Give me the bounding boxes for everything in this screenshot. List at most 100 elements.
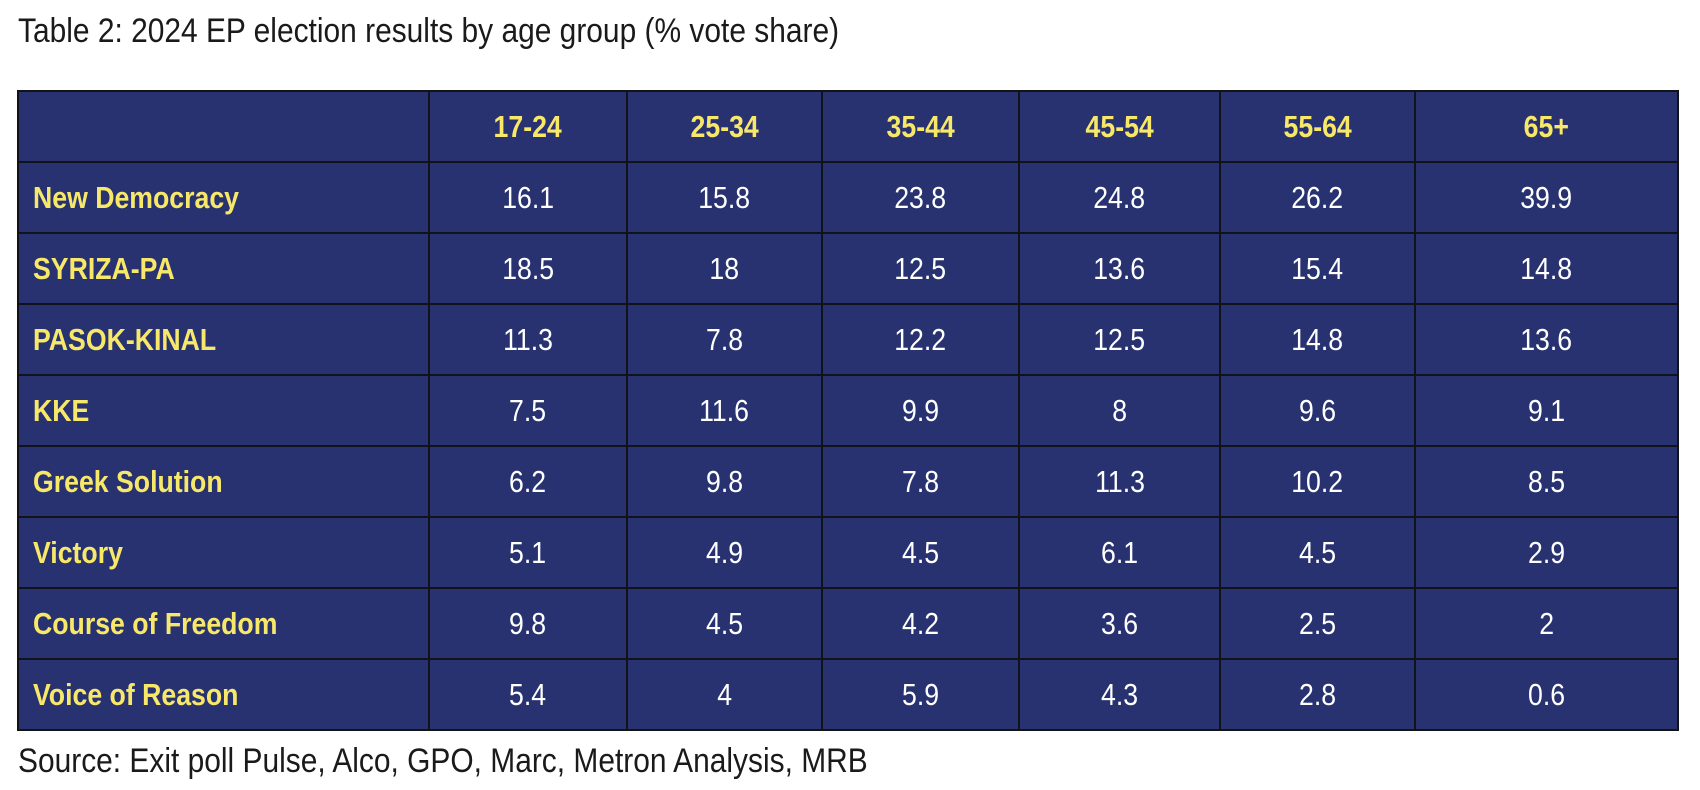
table-row: Course of Freedom 9.8 4.5 4.2 3.6 2.5 2 bbox=[16, 587, 1679, 660]
party-label: Course of Freedom bbox=[33, 605, 278, 641]
value-label: 10.2 bbox=[1291, 463, 1344, 499]
party-label: New Democracy bbox=[33, 179, 239, 215]
column-header: 35-44 bbox=[820, 90, 1021, 163]
party-label: KKE bbox=[33, 392, 90, 428]
value-cell: 2.8 bbox=[1218, 658, 1417, 731]
value-cell: 4.9 bbox=[625, 516, 823, 589]
value-cell: 9.8 bbox=[428, 587, 628, 660]
value-label: 9.1 bbox=[1528, 392, 1566, 428]
value-label: 11.3 bbox=[1094, 463, 1145, 499]
value-cell: 13.6 bbox=[1414, 303, 1679, 376]
value-cell: 6.2 bbox=[428, 445, 628, 518]
column-header-label: 55-64 bbox=[1283, 108, 1352, 144]
column-header: 25-34 bbox=[625, 90, 823, 163]
value-cell: 11.6 bbox=[625, 374, 823, 447]
value-label: 0.6 bbox=[1528, 676, 1566, 712]
value-cell: 15.8 bbox=[625, 161, 823, 234]
value-cell: 5.9 bbox=[820, 658, 1021, 731]
value-label: 18.5 bbox=[501, 250, 554, 286]
value-label: 12.5 bbox=[894, 250, 947, 286]
row-header: SYRIZA-PA bbox=[16, 232, 431, 305]
column-header-label: 17-24 bbox=[493, 108, 562, 144]
value-cell: 18 bbox=[625, 232, 823, 305]
value-label: 9.8 bbox=[705, 463, 743, 499]
value-cell: 8.5 bbox=[1414, 445, 1679, 518]
value-cell: 12.5 bbox=[820, 232, 1021, 305]
value-label: 4.5 bbox=[1298, 534, 1337, 570]
value-label: 8 bbox=[1112, 392, 1127, 428]
row-header: PASOK-KINAL bbox=[16, 303, 431, 376]
row-header: Voice of Reason bbox=[16, 658, 431, 731]
row-header: Course of Freedom bbox=[16, 587, 431, 660]
row-header: KKE bbox=[16, 374, 431, 447]
value-label: 9.9 bbox=[901, 392, 940, 428]
table-row: Greek Solution 6.2 9.8 7.8 11.3 10.2 8.5 bbox=[16, 445, 1679, 518]
column-header-label: 35-44 bbox=[886, 108, 955, 144]
value-cell: 9.1 bbox=[1414, 374, 1679, 447]
value-label: 18 bbox=[709, 250, 740, 286]
value-label: 4.3 bbox=[1101, 676, 1139, 712]
value-cell: 4.3 bbox=[1018, 658, 1221, 731]
value-cell: 4.2 bbox=[820, 587, 1021, 660]
value-cell: 26.2 bbox=[1218, 161, 1417, 234]
value-label: 5.1 bbox=[509, 534, 547, 570]
value-label: 26.2 bbox=[1291, 179, 1344, 215]
row-header: New Democracy bbox=[16, 161, 431, 234]
value-cell: 23.8 bbox=[820, 161, 1021, 234]
value-label: 13.6 bbox=[1520, 321, 1573, 357]
value-label: 7.8 bbox=[901, 463, 940, 499]
value-label: 14.8 bbox=[1520, 250, 1573, 286]
party-label: SYRIZA-PA bbox=[33, 250, 175, 286]
value-cell: 9.8 bbox=[625, 445, 823, 518]
value-label: 7.5 bbox=[509, 392, 547, 428]
value-cell: 7.8 bbox=[625, 303, 823, 376]
column-header-label: 45-54 bbox=[1085, 108, 1154, 144]
value-cell: 2 bbox=[1414, 587, 1679, 660]
table-row: Voice of Reason 5.4 4 5.9 4.3 2.8 0.6 bbox=[16, 658, 1679, 731]
column-header: 45-54 bbox=[1018, 90, 1221, 163]
value-label: 7.8 bbox=[705, 321, 743, 357]
value-label: 5.9 bbox=[901, 676, 940, 712]
header-row: 17-24 25-34 35-44 45-54 55-64 65+ bbox=[16, 90, 1679, 163]
column-header: 65+ bbox=[1414, 90, 1679, 163]
value-label: 4.5 bbox=[901, 534, 940, 570]
table-row: Victory 5.1 4.9 4.5 6.1 4.5 2.9 bbox=[16, 516, 1679, 589]
results-table: 17-24 25-34 35-44 45-54 55-64 65+ New De… bbox=[16, 90, 1679, 731]
header-corner-cell bbox=[16, 90, 431, 163]
value-label: 11.3 bbox=[502, 321, 553, 357]
value-label: 11.6 bbox=[699, 392, 750, 428]
value-label: 9.8 bbox=[509, 605, 547, 641]
value-cell: 5.4 bbox=[428, 658, 628, 731]
row-header: Victory bbox=[16, 516, 431, 589]
value-cell: 4.5 bbox=[625, 587, 823, 660]
value-cell: 24.8 bbox=[1018, 161, 1221, 234]
value-cell: 13.6 bbox=[1018, 232, 1221, 305]
value-label: 13.6 bbox=[1093, 250, 1146, 286]
value-label: 15.4 bbox=[1291, 250, 1344, 286]
value-cell: 6.1 bbox=[1018, 516, 1221, 589]
column-header: 55-64 bbox=[1218, 90, 1417, 163]
table-header: 17-24 25-34 35-44 45-54 55-64 65+ bbox=[16, 90, 1679, 163]
value-label: 2.8 bbox=[1298, 676, 1337, 712]
party-label: Voice of Reason bbox=[33, 676, 239, 712]
table-row: KKE 7.5 11.6 9.9 8 9.6 9.1 bbox=[16, 374, 1679, 447]
party-label: PASOK-KINAL bbox=[33, 321, 217, 357]
row-header: Greek Solution bbox=[16, 445, 431, 518]
value-label: 39.9 bbox=[1520, 179, 1573, 215]
value-cell: 14.8 bbox=[1218, 303, 1417, 376]
value-cell: 9.6 bbox=[1218, 374, 1417, 447]
value-cell: 4 bbox=[625, 658, 823, 731]
value-cell: 2.9 bbox=[1414, 516, 1679, 589]
table-row: SYRIZA-PA 18.5 18 12.5 13.6 15.4 14.8 bbox=[16, 232, 1679, 305]
value-cell: 5.1 bbox=[428, 516, 628, 589]
value-label: 14.8 bbox=[1291, 321, 1344, 357]
value-cell: 11.3 bbox=[428, 303, 628, 376]
party-label: Victory bbox=[33, 534, 123, 570]
table-row: New Democracy 16.1 15.8 23.8 24.8 26.2 39.9 bbox=[16, 161, 1679, 234]
value-cell: 12.2 bbox=[820, 303, 1021, 376]
value-cell: 9.9 bbox=[820, 374, 1021, 447]
value-cell: 12.5 bbox=[1018, 303, 1221, 376]
value-label: 4.5 bbox=[705, 605, 743, 641]
value-cell: 4.5 bbox=[1218, 516, 1417, 589]
value-cell: 39.9 bbox=[1414, 161, 1679, 234]
